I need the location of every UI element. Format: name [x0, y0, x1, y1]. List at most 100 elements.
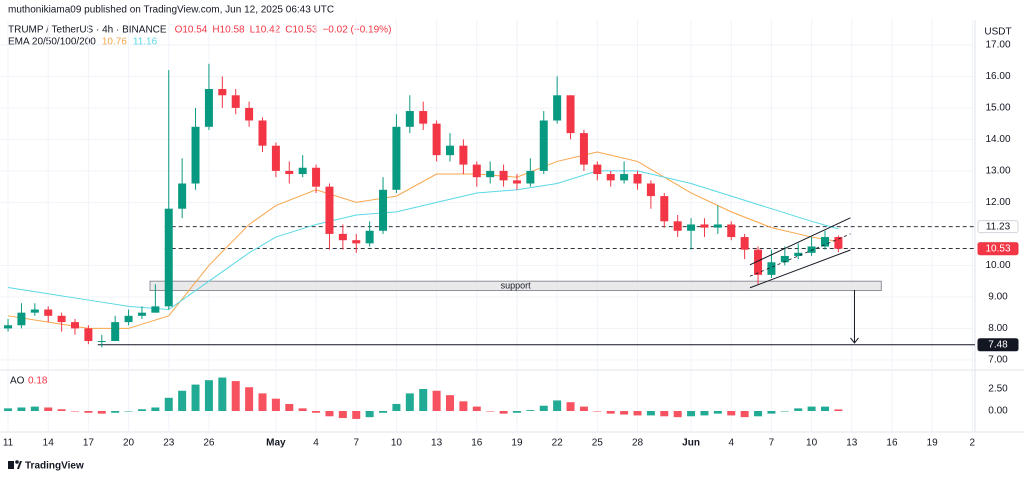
candle-body	[553, 95, 562, 121]
x-tick-label: 13	[846, 438, 858, 449]
candle-body	[365, 230, 374, 244]
price-badge	[977, 220, 1019, 234]
x-tick-label: 26	[203, 438, 215, 449]
ao-bar	[620, 411, 629, 415]
ao-bar	[834, 409, 843, 412]
candle-body	[606, 174, 615, 181]
x-tick-label: 20	[123, 438, 135, 449]
ema-line	[7, 151, 839, 329]
candle-body	[97, 341, 106, 343]
candle-body	[4, 325, 13, 329]
y-tick-label: 13.00	[985, 166, 1010, 177]
candle-body	[472, 164, 481, 178]
candle-body	[660, 196, 669, 222]
ao-bar	[713, 411, 722, 414]
ao-bar	[472, 406, 481, 412]
x-tick-label: 16	[471, 438, 483, 449]
indicator-name: EMA 20/50/100/200	[8, 37, 96, 48]
ao-bar	[794, 408, 803, 412]
ao-bar	[405, 393, 414, 412]
ohlc-label: O10.54	[175, 25, 208, 36]
ao-bar	[419, 388, 428, 412]
candle-body	[164, 208, 173, 307]
ao-bar	[44, 407, 53, 412]
published-note: muthonikiama09 published on TradingView.…	[8, 5, 334, 16]
candle-body	[459, 145, 468, 165]
ao-bar	[218, 377, 227, 412]
x-tick-label: 10	[391, 438, 403, 449]
ao-bar	[325, 411, 334, 417]
ao-bar	[57, 409, 66, 412]
x-tick-label: 14	[43, 438, 55, 449]
candle-body	[231, 95, 240, 108]
x-tick-label: 19	[511, 438, 523, 449]
candle-body	[258, 120, 267, 146]
ohlc-label: L10.42	[250, 25, 281, 36]
x-tick-label: 7	[353, 438, 359, 449]
ao-bar	[285, 403, 294, 412]
ao-bar	[646, 411, 655, 416]
ao-bar	[579, 406, 588, 412]
x-tick-label: 25	[592, 438, 604, 449]
candle-body	[379, 189, 388, 231]
ao-bar	[30, 406, 39, 412]
candle-body	[673, 221, 682, 231]
candle-body	[352, 240, 361, 244]
ao-value: 0.18	[28, 376, 48, 387]
candle-body	[767, 262, 776, 275]
x-tick-label: 19	[927, 438, 939, 449]
candle-body	[566, 95, 575, 134]
ao-bar	[780, 411, 789, 412]
candle-body	[151, 306, 160, 313]
candle-body	[834, 237, 843, 249]
candle-body	[325, 186, 334, 234]
y-tick-label: 16.00	[985, 71, 1010, 82]
support-label: support	[501, 280, 532, 290]
ao-bar	[204, 380, 213, 412]
candle-body	[405, 111, 414, 127]
ao-bar	[178, 390, 187, 412]
ao-bar	[312, 411, 321, 413]
candle-body	[191, 126, 200, 184]
candle-body	[579, 133, 588, 165]
ao-bar	[338, 411, 347, 419]
candle-body	[298, 167, 307, 175]
channel-line	[749, 217, 851, 266]
ao-title: AO	[10, 376, 25, 387]
support-zone	[149, 280, 882, 292]
ao-bar	[566, 402, 575, 412]
channel-line	[749, 249, 851, 289]
indicator-value: 11.16	[133, 37, 158, 48]
channel-mid	[749, 233, 851, 277]
ao-bar	[553, 400, 562, 412]
ao-bar	[606, 411, 615, 414]
ao-bar	[539, 405, 548, 412]
candle-body	[137, 312, 146, 316]
candle-body	[754, 249, 763, 275]
ao-bar	[379, 411, 388, 413]
x-tick-label: Jun	[682, 438, 700, 449]
x-tick-label: 4	[728, 438, 734, 449]
candle-body	[486, 170, 495, 178]
price-badge-label: 10.53	[985, 243, 1010, 254]
ao-bar	[271, 398, 280, 412]
candle-body	[821, 237, 829, 247]
ao-bar	[526, 410, 535, 412]
ao-bar	[231, 381, 240, 412]
ao-bar	[4, 408, 13, 412]
ao-bar	[633, 411, 642, 416]
ao-bar	[593, 411, 602, 412]
candle-body	[124, 315, 133, 323]
ao-bar	[740, 411, 749, 418]
ao-bar	[807, 406, 816, 412]
y-tick-label: 12.00	[985, 197, 1010, 208]
ao-bar	[821, 406, 829, 412]
candle-body	[620, 174, 629, 181]
candle-body	[71, 322, 79, 329]
logo-part	[17, 461, 22, 469]
candle-body	[111, 322, 120, 342]
ao-bar	[124, 411, 133, 412]
ao-bar	[459, 401, 468, 412]
main-pane: support	[0, 20, 975, 432]
ao-bar	[84, 411, 93, 413]
